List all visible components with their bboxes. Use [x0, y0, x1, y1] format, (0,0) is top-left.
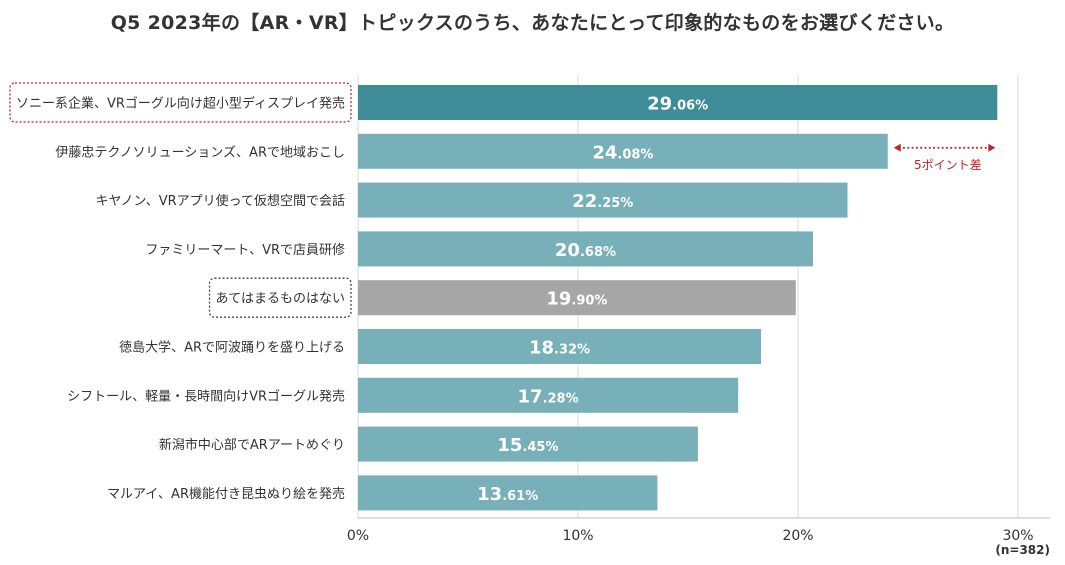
label-highlight-box-2 — [208, 277, 352, 318]
bar-1 — [358, 85, 998, 120]
bar-5 — [358, 280, 796, 316]
sample-size-label: (n=382) — [995, 543, 1050, 557]
bar-4 — [358, 231, 813, 267]
label-layer: 29.06% ソニー系企業、VRゴーグル向け超小型ディスプレイ発売 24.08% 伊藤… — [9, 82, 708, 505]
category-label-7: シフトール、軽量・長時間向けVRゴーグル発売 — [67, 388, 345, 404]
annotation-arrowhead-right — [988, 143, 996, 152]
category-label-4: ファミリーマート、VRで店員研修 — [145, 243, 345, 258]
category-label-9: マルアイ、AR機能付き昆虫ぬり絵を発売 — [107, 486, 345, 502]
data-label-9: 13.61% — [477, 484, 538, 505]
bar-3 — [358, 182, 848, 218]
category-label-2: 伊藤忠テクノソリューションズ、ARで地域おこし — [55, 144, 345, 160]
bar-7 — [358, 377, 739, 413]
axis-layer: 0% 10% 20% 30% — [347, 517, 1050, 544]
bar-8 — [358, 426, 698, 462]
data-label-1: 29.06% — [647, 94, 708, 115]
data-label-2: 24.08% — [592, 142, 653, 163]
category-label-5: あてはまるものはない — [216, 292, 345, 307]
category-label-6: 徳島大学、ARで阿波踊りを盛り上げる — [119, 340, 345, 356]
data-label-6: 18.32% — [529, 338, 590, 359]
x-tick-label: 20% — [782, 528, 813, 544]
category-label-8: 新潟市中心部でARアートめぐり — [159, 437, 345, 453]
x-tick-label: 10% — [562, 528, 593, 544]
bar-9 — [358, 475, 658, 511]
annotation-arrowhead-left — [893, 143, 901, 152]
label-highlight-box-1 — [9, 82, 352, 123]
difference-annotation: 5ポイント差 — [914, 158, 982, 172]
data-label-5: 19.90% — [546, 289, 607, 310]
data-label-3: 22.25% — [572, 191, 633, 212]
annotation-layer — [893, 143, 996, 152]
data-label-8: 15.45% — [497, 435, 558, 456]
category-label-3: キヤノン、VRアプリ使って仮想空間で会話 — [96, 193, 345, 209]
bar-layer — [358, 85, 998, 511]
data-label-4: 20.68% — [555, 240, 616, 261]
x-tick-label: 30% — [1002, 528, 1033, 544]
category-label-1: ソニー系企業、VRゴーグル向け超小型ディスプレイ発売 — [16, 96, 345, 112]
data-label-7: 17.28% — [518, 386, 579, 407]
x-tick-label: 0% — [347, 528, 369, 544]
chart-title: Q5 2023年の【AR・VR】トピックスのうち、あなたにとって印象的なものをお… — [110, 12, 955, 34]
bar-2 — [358, 133, 888, 169]
bar-6 — [358, 329, 762, 364]
